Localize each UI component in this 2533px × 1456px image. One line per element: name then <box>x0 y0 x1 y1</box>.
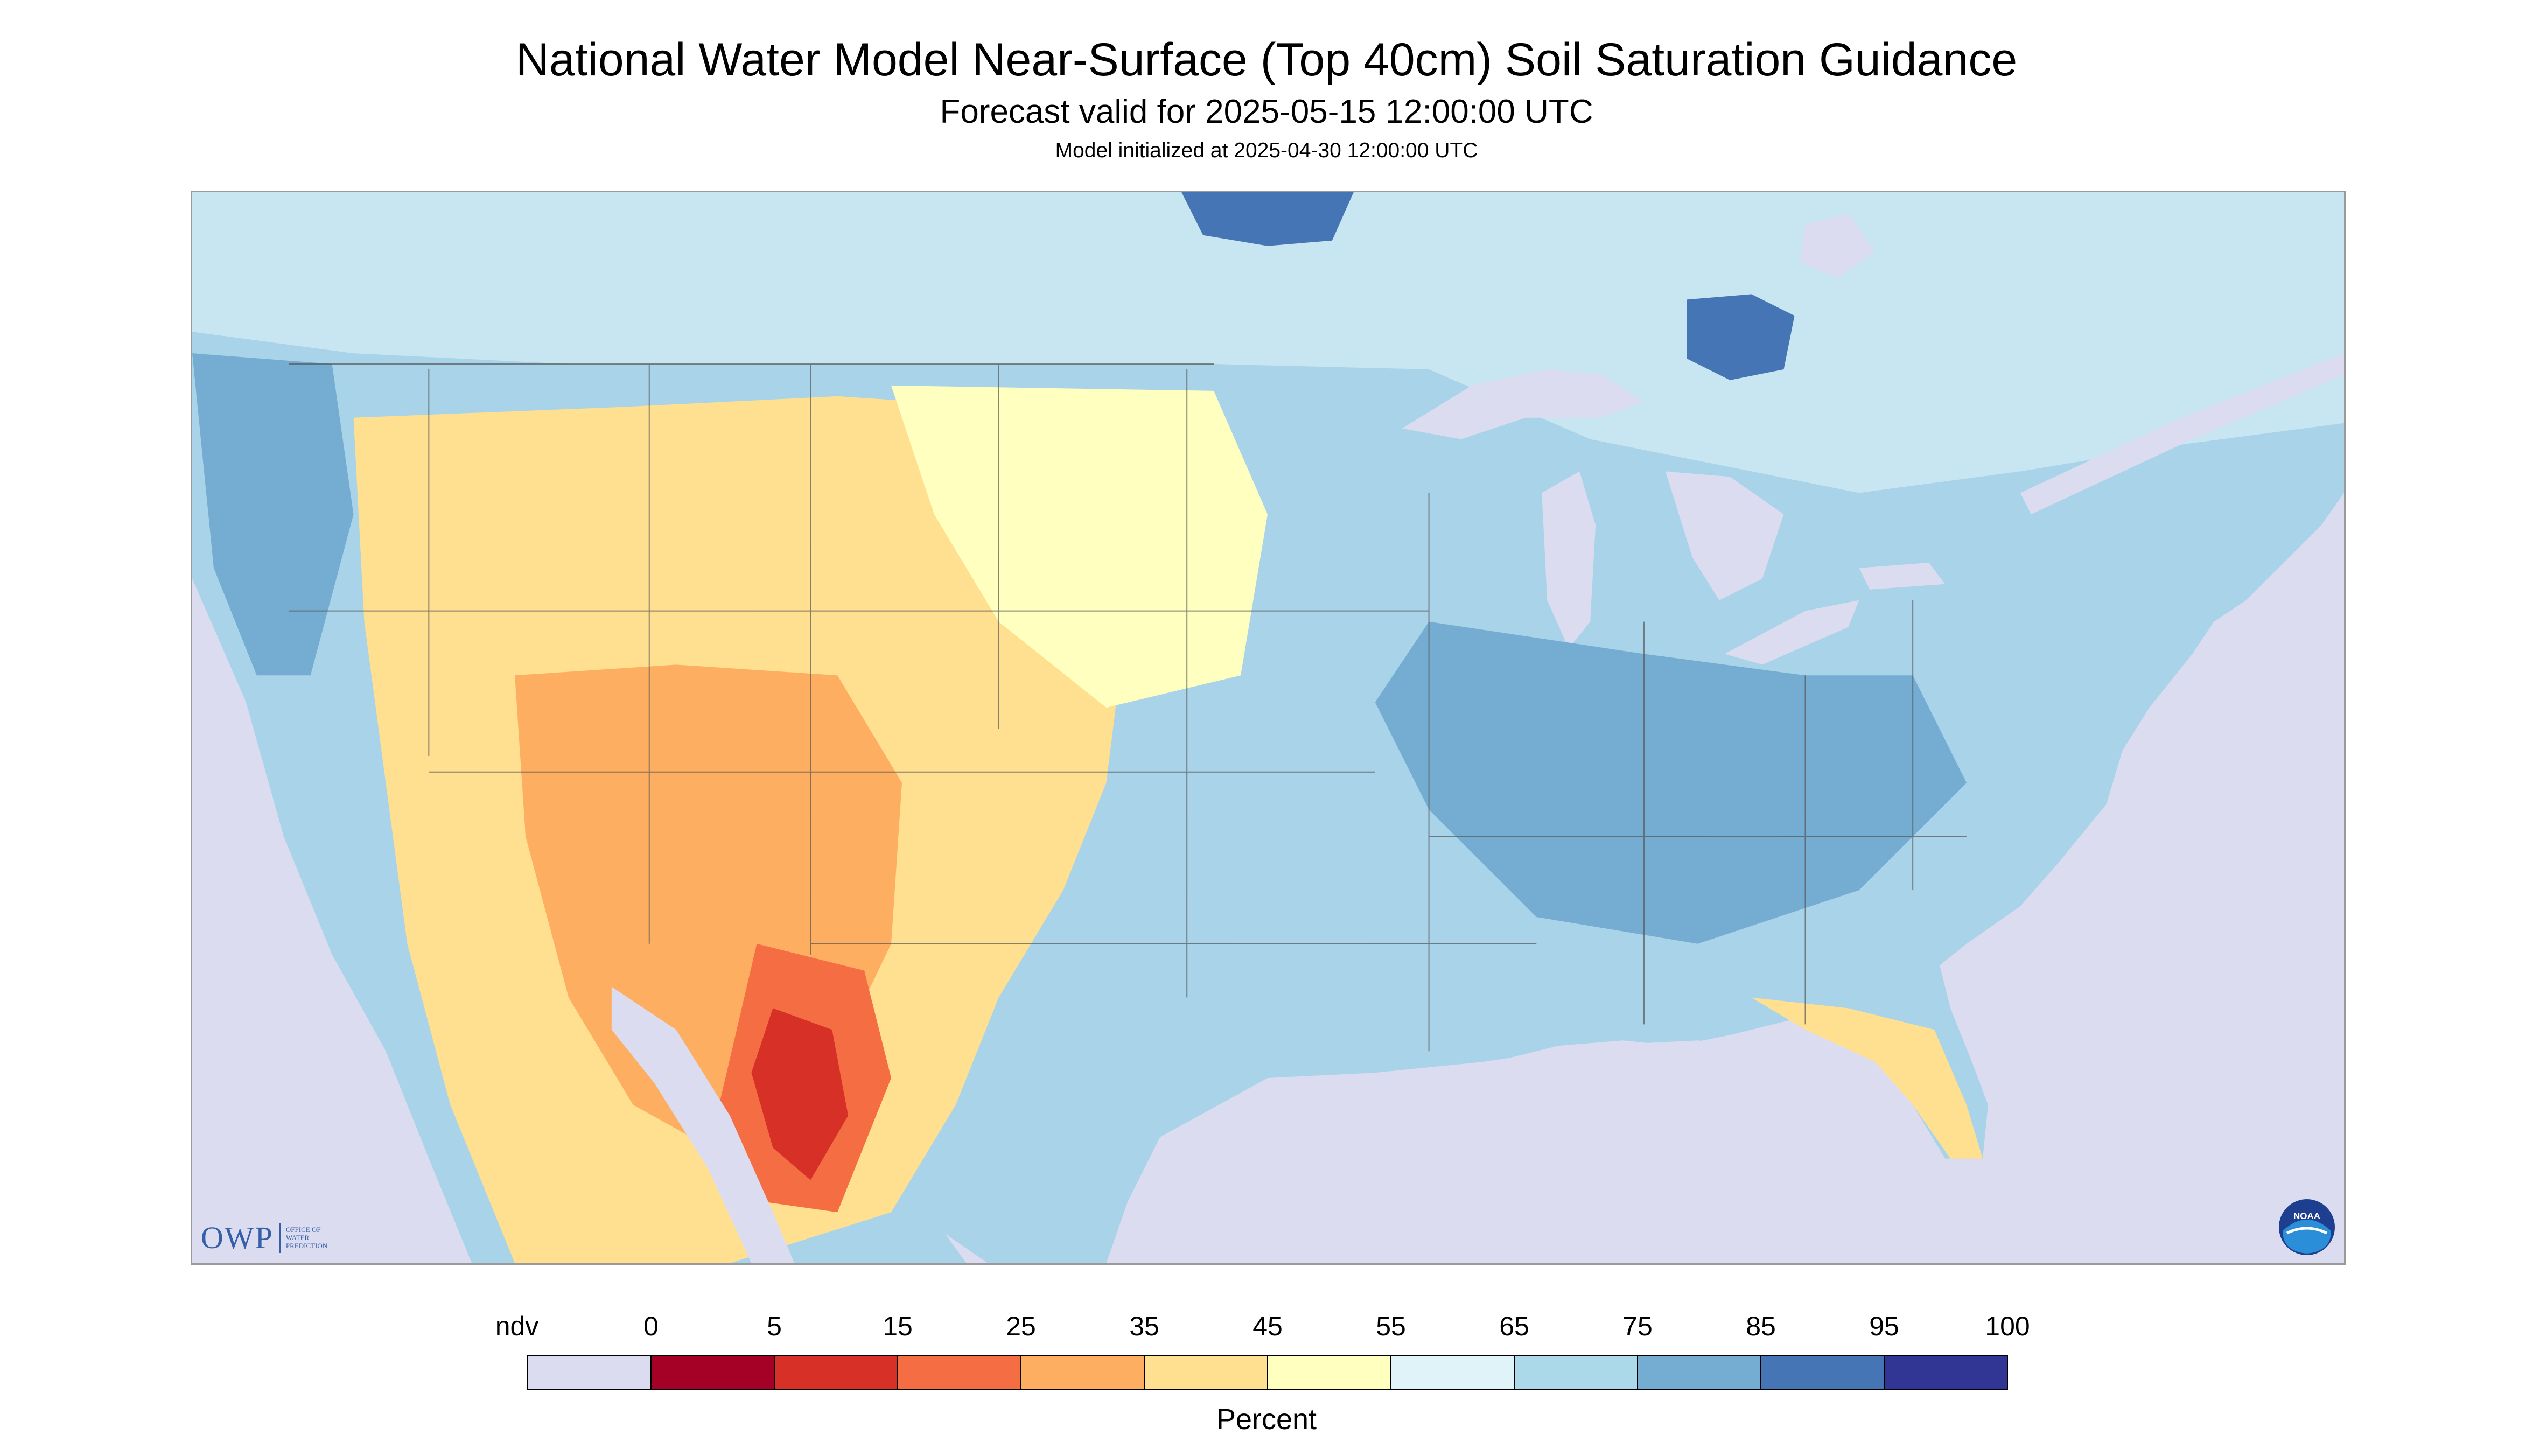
lake-ontario <box>1859 562 1946 590</box>
owp-logo-divider <box>278 1222 281 1253</box>
sonora-deep-red <box>751 1008 849 1180</box>
legend-color-box <box>1390 1355 1515 1390</box>
midwest-wet <box>1375 621 1967 944</box>
legend-tick-label: 45 <box>1252 1311 1283 1341</box>
plains-light <box>891 385 1268 708</box>
legend-tick-label: 100 <box>1985 1311 2030 1341</box>
map-title: National Water Model Near-Surface (Top 4… <box>515 34 2018 86</box>
legend-tick-label: 0 <box>643 1311 659 1341</box>
noaa-logo-text: NOAA <box>2293 1211 2320 1221</box>
hudson-bay-area <box>1800 213 1876 278</box>
legend-tick-label: 5 <box>767 1311 782 1341</box>
large-canadian-lake <box>1687 294 1795 380</box>
legend-color-box <box>650 1355 775 1390</box>
legend-tick-label: 75 <box>1622 1311 1653 1341</box>
legend-tick-label: 25 <box>1006 1311 1036 1341</box>
legend-tick-label: 15 <box>883 1311 913 1341</box>
legend-unit-label: Percent <box>1216 1403 1317 1436</box>
lake-superior <box>1402 369 1644 439</box>
gulf-of-mexico <box>1106 1040 1886 1263</box>
state-boundaries <box>289 363 1967 1052</box>
legend-tick-label: 65 <box>1499 1311 1529 1341</box>
noaa-logo: NOAA <box>2279 1199 2335 1255</box>
lake-michigan <box>1542 471 1596 649</box>
legend-color-box <box>527 1355 652 1390</box>
legend-color-box <box>1760 1355 1885 1390</box>
legend-color-boxes <box>527 1355 2008 1390</box>
model-init-subtitle: Model initialized at 2025-04-30 12:00:00… <box>1055 139 1478 162</box>
map-canvas <box>192 192 2344 1263</box>
legend-color-box <box>1884 1355 2008 1390</box>
owp-logo: OWP OFFICE OF WATER PREDICTION <box>201 1220 327 1256</box>
legend-tick-label: 55 <box>1376 1311 1406 1341</box>
owp-subtext-line-1: OFFICE OF <box>285 1226 321 1234</box>
canada-region <box>192 192 2344 493</box>
east-no-data <box>2128 493 2344 1263</box>
legend-color-box <box>1144 1355 1268 1390</box>
owp-subtext-line-3: PREDICTION <box>285 1242 328 1250</box>
west-no-data <box>192 578 472 1263</box>
owp-subtext-line-2: WATER <box>285 1234 310 1242</box>
owp-logo-subtext: OFFICE OF WATER PREDICTION <box>286 1226 327 1250</box>
owp-logo-text: OWP <box>201 1220 274 1255</box>
legend-labels: ndv 0 5 15 25 35 45 55 65 75 85 95 100 <box>495 1311 2030 1341</box>
legend-color-box <box>1514 1355 1638 1390</box>
legend-color-box <box>1267 1355 1391 1390</box>
lake-erie <box>1724 600 1859 665</box>
forecast-valid-subtitle: Forecast valid for 2025-05-15 12:00:00 U… <box>940 93 1593 130</box>
st-lawrence <box>2020 353 2344 515</box>
legend-color-box <box>1637 1355 1761 1390</box>
soil-saturation-map: OWP OFFICE OF WATER PREDICTION NOAA <box>191 191 2346 1265</box>
legend: ndv 0 5 15 25 35 45 55 65 75 85 95 100 <box>495 1311 2030 1390</box>
legend-ndv-label: ndv <box>495 1311 539 1341</box>
legend-color-box <box>897 1355 1021 1390</box>
north-water-band <box>1181 192 1354 246</box>
pacific-northwest-wet <box>192 353 354 676</box>
lake-huron <box>1665 471 1784 600</box>
legend-color-box <box>1020 1355 1145 1390</box>
gulf-of-california <box>611 986 795 1263</box>
legend-tick-label: 95 <box>1869 1311 1899 1341</box>
legend-tick-label: 85 <box>1746 1311 1776 1341</box>
legend-tick-label: 35 <box>1129 1311 1159 1341</box>
legend-color-box <box>774 1355 898 1390</box>
southeast-dry <box>1751 997 1983 1159</box>
